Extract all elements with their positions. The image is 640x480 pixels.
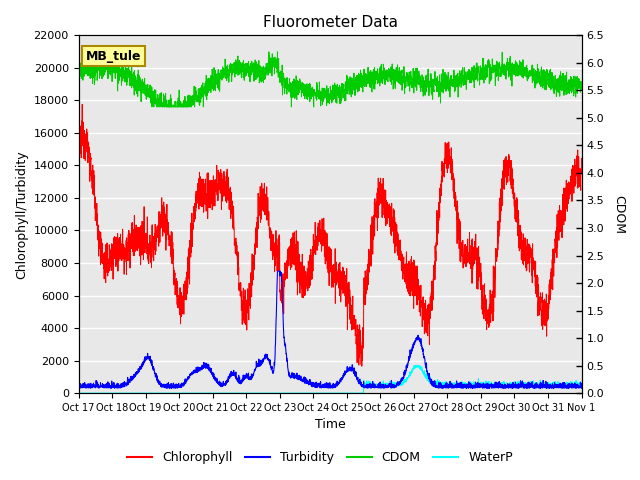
Legend: Chlorophyll, Turbidity, CDOM, WaterP: Chlorophyll, Turbidity, CDOM, WaterP xyxy=(122,446,518,469)
X-axis label: Time: Time xyxy=(315,419,346,432)
Y-axis label: Chlorophyll/Turbidity: Chlorophyll/Turbidity xyxy=(15,150,28,278)
Text: MB_tule: MB_tule xyxy=(86,49,141,63)
Title: Fluorometer Data: Fluorometer Data xyxy=(262,15,397,30)
Y-axis label: CDOM: CDOM xyxy=(612,195,625,234)
